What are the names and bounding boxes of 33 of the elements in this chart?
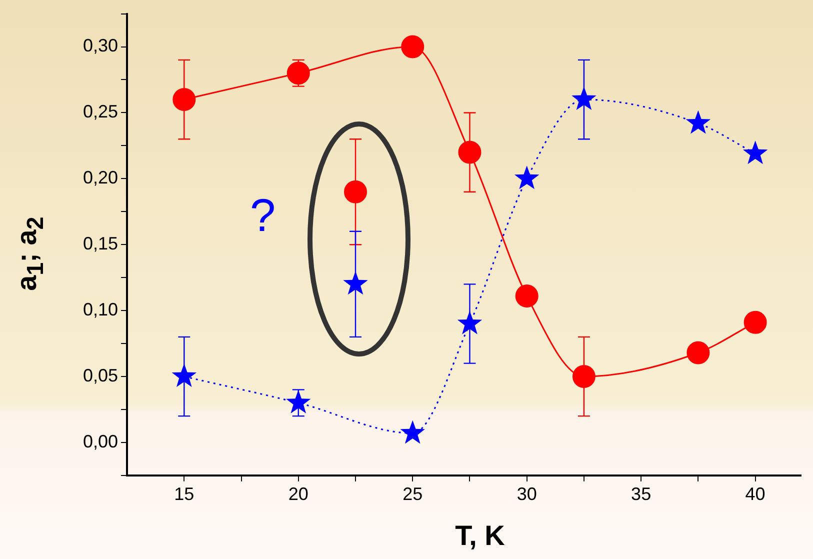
y-tick-label: 0,20 <box>82 168 118 188</box>
x-tick-label: 15 <box>174 484 194 504</box>
point <box>457 310 482 334</box>
point <box>343 271 368 295</box>
x-tick-label: 35 <box>631 484 652 504</box>
y-tick-label: 0,10 <box>82 300 118 320</box>
annotation: ? <box>250 188 276 242</box>
point <box>286 390 311 414</box>
x-tick-label: 20 <box>288 484 308 504</box>
point <box>686 110 711 134</box>
y-tick-label: 0,05 <box>82 365 118 386</box>
point <box>172 363 197 388</box>
point <box>458 140 482 164</box>
point <box>572 86 596 110</box>
point <box>514 166 540 190</box>
point <box>572 364 596 388</box>
point <box>744 310 767 334</box>
y-tick-label: 0,30 <box>82 36 118 56</box>
point <box>401 35 424 58</box>
point <box>515 284 538 308</box>
y-tick-label: 0,25 <box>82 102 118 122</box>
point <box>686 341 710 364</box>
x-axis-title: T, K <box>454 520 506 552</box>
y-tick-label: 0,00 <box>82 431 118 452</box>
point <box>400 420 425 444</box>
x-tick-label: 30 <box>516 484 537 504</box>
x-tick-label: 25 <box>402 484 423 504</box>
point <box>286 62 310 85</box>
point <box>172 88 196 112</box>
x-tick-label: 40 <box>745 484 766 504</box>
point <box>344 180 367 204</box>
y-tick-label: 0,15 <box>82 234 118 254</box>
point <box>742 140 768 164</box>
